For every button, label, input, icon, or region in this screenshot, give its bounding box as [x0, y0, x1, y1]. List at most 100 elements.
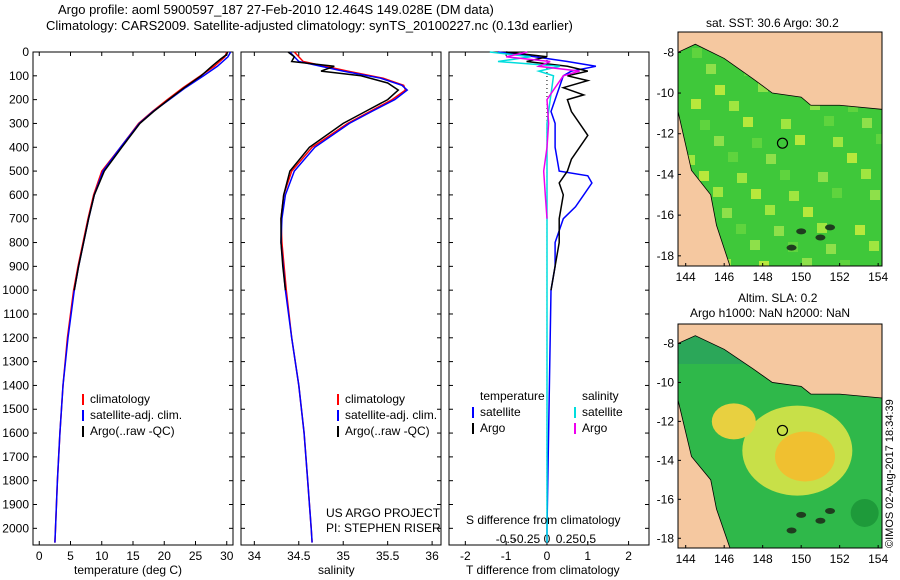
legend-label: salinity — [582, 389, 619, 403]
map-x-tick-label: 148 — [753, 552, 773, 566]
sst-pixel — [817, 223, 827, 233]
x-tick-label: 2 — [625, 549, 632, 563]
series-line — [280, 51, 409, 543]
land-australia — [678, 111, 731, 266]
diff-temperature-legend: temperature satellite Argo — [472, 388, 545, 436]
sst-pixel — [759, 261, 769, 266]
sst-pixel — [728, 152, 738, 162]
x-tick-label: 35 — [337, 549, 351, 563]
map-x-tick-label: 150 — [791, 552, 811, 566]
map-y-tick-label: -8 — [663, 336, 674, 350]
plot-frame-2 — [448, 51, 650, 546]
series-line — [73, 51, 229, 291]
map-x-tick-label: 150 — [791, 270, 811, 284]
map-0 — [677, 31, 883, 267]
project-annotation: US ARGO PROJECT — [326, 506, 441, 520]
sst-pixel — [855, 225, 865, 235]
diff-salinity-legend: salinity satellite Argo — [574, 388, 623, 436]
sst-pixel — [833, 137, 843, 147]
y-tick-label: 1000 — [2, 283, 29, 297]
x-tick-label: 35.5 — [376, 549, 400, 563]
reef-marker — [796, 228, 807, 235]
map-y-tick-label: -18 — [657, 531, 675, 545]
legend-label: climatology — [90, 392, 151, 406]
y-tick-label: 1900 — [2, 498, 29, 512]
map-y-tick-label: -16 — [657, 208, 675, 222]
sla-map-subtitle: Argo h1000: NaN h2000: NaN — [690, 306, 851, 320]
legend-label: satellite-adj. clim. — [345, 408, 438, 422]
plot-frame-1 — [240, 51, 442, 546]
imos-stamp: ©IMOS 02-Aug-2017 18:34:39 — [884, 399, 896, 548]
map-x-tick-label: 154 — [868, 552, 888, 566]
x-tick-label: 0 — [36, 549, 43, 563]
map-x-tick-label: 146 — [714, 270, 734, 284]
sst-pixel — [780, 170, 790, 180]
sst-pixel — [713, 187, 723, 197]
map-x-tick-label: 144 — [676, 270, 696, 284]
plot-frame-0 — [32, 51, 234, 546]
legend-swatch — [337, 409, 339, 421]
legend-label: satellite — [480, 405, 521, 419]
y-tick-label: 1100 — [3, 307, 29, 321]
map-x-tick-label: 154 — [868, 270, 888, 284]
reef-marker — [786, 244, 797, 251]
map-x-tick-label: 152 — [830, 552, 850, 566]
sst-map-title: sat. SST: 30.6 Argo: 30.2 — [706, 16, 839, 30]
sst-pixel — [824, 116, 834, 126]
legend-item-argo: Argo(..raw -QC) — [82, 423, 182, 439]
map-y-tick-label: -14 — [657, 453, 675, 467]
y-tick-label: 200 — [9, 93, 29, 107]
legend-header: salinity — [574, 388, 623, 404]
legend-item-climatology: climatology — [337, 391, 437, 407]
sla-map-title: Altim. SLA: 0.2 — [738, 291, 818, 305]
sst-pixel — [765, 205, 775, 215]
map-x-tick-label: 146 — [714, 552, 734, 566]
legend-label: Argo — [582, 421, 608, 435]
legend-swatch — [82, 393, 84, 405]
sst-pixel — [729, 101, 739, 111]
map-1 — [677, 323, 883, 549]
x-tick-label: 5 — [67, 549, 74, 563]
reef-marker — [796, 511, 807, 518]
legend-label: Argo(..raw -QC) — [90, 424, 175, 438]
land-papua-new-guinea — [678, 324, 882, 399]
legend-item-satellite: satellite-adj. clim. — [82, 407, 182, 423]
y-tick-label: 1500 — [2, 402, 29, 416]
legend-label: Argo — [480, 421, 506, 435]
map-x-tick-label: 148 — [753, 270, 773, 284]
sst-pixel — [832, 188, 842, 198]
x-tick-label: -2 — [460, 549, 471, 563]
y-tick-label: 100 — [9, 69, 29, 83]
reef-marker — [786, 527, 797, 534]
legend-item-climatology: climatology — [82, 391, 182, 407]
y-tick-label: 2000 — [2, 521, 29, 535]
legend-swatch — [337, 393, 339, 405]
map-y-tick-label: -8 — [663, 45, 674, 59]
salinity-xlabel: salinity — [318, 563, 355, 577]
sst-pixel — [743, 117, 753, 127]
reef-marker — [815, 517, 826, 524]
pi-annotation: PI: STEPHEN RISER — [326, 521, 441, 535]
sst-pixel — [802, 258, 812, 266]
y-tick-label: 800 — [9, 236, 29, 250]
sst-pixel — [692, 48, 702, 58]
series-line — [280, 51, 407, 543]
sdiff-xlabel: S difference from climatology — [466, 513, 621, 527]
y-tick-label: 900 — [9, 259, 29, 273]
tdiff-xlabel: T difference from climatology — [466, 563, 620, 577]
sst-pixel — [714, 136, 724, 146]
legend-label: Argo(..raw -QC) — [345, 424, 430, 438]
sst-pixel — [847, 153, 857, 163]
sst-pixel — [766, 154, 776, 164]
map-content — [678, 324, 882, 548]
sst-pixel — [826, 244, 836, 254]
sst-pixel — [848, 102, 858, 112]
legend-swatch — [472, 406, 474, 418]
title-line-2: Climatology: CARS2009. Satellite-adjuste… — [46, 18, 573, 33]
sst-pixel — [722, 208, 732, 218]
map-y-tick-label: -14 — [657, 167, 675, 181]
sst-pixel — [751, 189, 761, 199]
series-line — [54, 51, 228, 543]
x-tick-label: -1 — [501, 549, 512, 563]
map-y-tick-label: -10 — [657, 86, 675, 100]
